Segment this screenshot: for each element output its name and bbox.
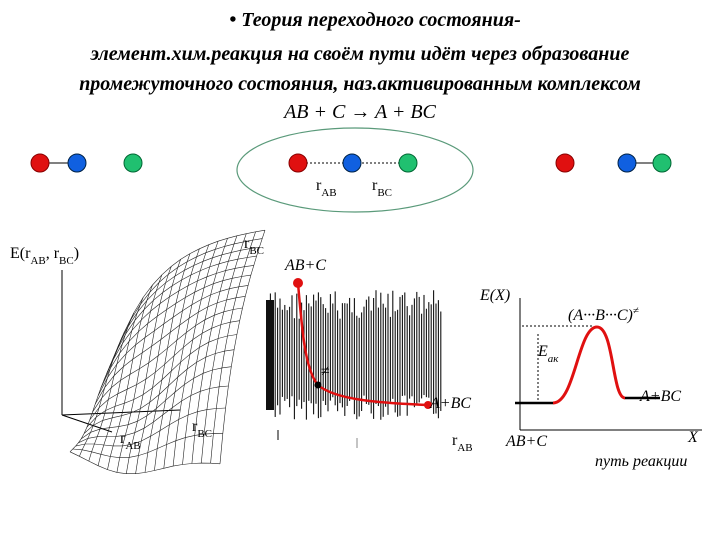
- label-part: AB: [30, 255, 45, 267]
- atom-a: [30, 153, 50, 173]
- label-part: E: [537, 343, 548, 360]
- mesh-line: [95, 296, 246, 405]
- mesh-line: [92, 307, 243, 413]
- distance-label: rAB: [316, 177, 337, 199]
- atom-c: [652, 153, 672, 173]
- mesh-line: [111, 238, 263, 362]
- end-point: [424, 401, 432, 409]
- surface-y-label: rBC: [192, 418, 212, 440]
- atom-a: [555, 153, 575, 173]
- mesh-line: [154, 248, 200, 471]
- label-part: r: [372, 177, 378, 194]
- mesh-line: [103, 265, 254, 381]
- label-part: BC: [59, 255, 74, 267]
- mesh-line: [114, 229, 266, 356]
- label-part: AB: [125, 440, 140, 452]
- molecules: [30, 127, 672, 213]
- axis: [61, 414, 113, 433]
- label-part: r: [120, 430, 126, 447]
- atom-b: [67, 153, 87, 173]
- label-part: E(r: [10, 245, 31, 262]
- mesh-line: [106, 255, 257, 374]
- surface-x-label: rAB: [120, 430, 141, 452]
- surface-z-label: E(rAB, rBC): [10, 245, 79, 267]
- atom-c: [123, 153, 143, 173]
- hatch-block: [266, 300, 274, 410]
- label-part: BC: [197, 428, 212, 440]
- saddle-point: [314, 381, 322, 389]
- label-part: ак: [548, 353, 560, 365]
- title-line: • Теория переходного состояния-: [229, 9, 521, 31]
- contour-x-label: rAB: [452, 432, 473, 454]
- label-part: , r: [46, 245, 60, 262]
- mesh-line: [163, 244, 210, 469]
- end-label: A+BC: [429, 395, 471, 412]
- label-part: (A···B···C): [568, 307, 633, 324]
- mesh-line: [191, 235, 238, 464]
- distance-label: rBC: [372, 177, 392, 199]
- saddle-label: ≠: [321, 363, 330, 380]
- atom-b: [342, 153, 362, 173]
- mesh-line: [201, 233, 247, 464]
- mesh-line: [97, 285, 249, 396]
- title-line: промежуточного состояния, наз.активирова…: [79, 73, 641, 95]
- surface-axes: [61, 270, 181, 433]
- atom-c: [398, 153, 418, 173]
- complex-label: (A···B···C)≠: [568, 305, 639, 324]
- reaction-equation: AB + C → A + BC: [282, 101, 436, 123]
- energy-curve: [552, 325, 626, 405]
- energy-axes: [515, 298, 702, 431]
- mesh-line: [109, 246, 260, 368]
- atom-a: [288, 153, 308, 173]
- energy-x-label: X: [687, 429, 699, 446]
- surface-top-label: rBC: [244, 235, 264, 257]
- atom-b: [617, 153, 637, 173]
- start-point: [293, 278, 303, 288]
- label-part: AB: [321, 187, 336, 199]
- start-label: AB+C: [284, 257, 326, 274]
- reactant-label: AB+C: [505, 433, 547, 450]
- mesh-line: [182, 238, 228, 465]
- title-line: элемент.хим.реакция на своём пути идёт ч…: [90, 43, 630, 65]
- label-part: AB: [457, 442, 472, 454]
- label-part: r: [244, 235, 250, 252]
- complex-ellipse: [236, 127, 474, 213]
- mesh-line: [210, 231, 256, 464]
- product-label: A+BC: [639, 388, 681, 405]
- mesh-line: [100, 274, 251, 389]
- mesh-line: [172, 241, 219, 467]
- mesh-line: [219, 230, 266, 464]
- label-part: ): [74, 245, 79, 262]
- activation-label: Eак: [537, 343, 559, 365]
- label-part: r: [192, 418, 198, 435]
- label-part: BC: [377, 187, 392, 199]
- label-part: ≠: [633, 305, 639, 317]
- energy-y-label: E(X): [479, 287, 510, 304]
- label-part: r: [316, 177, 322, 194]
- surface-mesh: [69, 229, 266, 474]
- label-part: r: [452, 432, 458, 449]
- energy-x-caption: путь реакции: [595, 453, 687, 470]
- axis: [61, 409, 181, 416]
- label-part: BC: [249, 245, 264, 257]
